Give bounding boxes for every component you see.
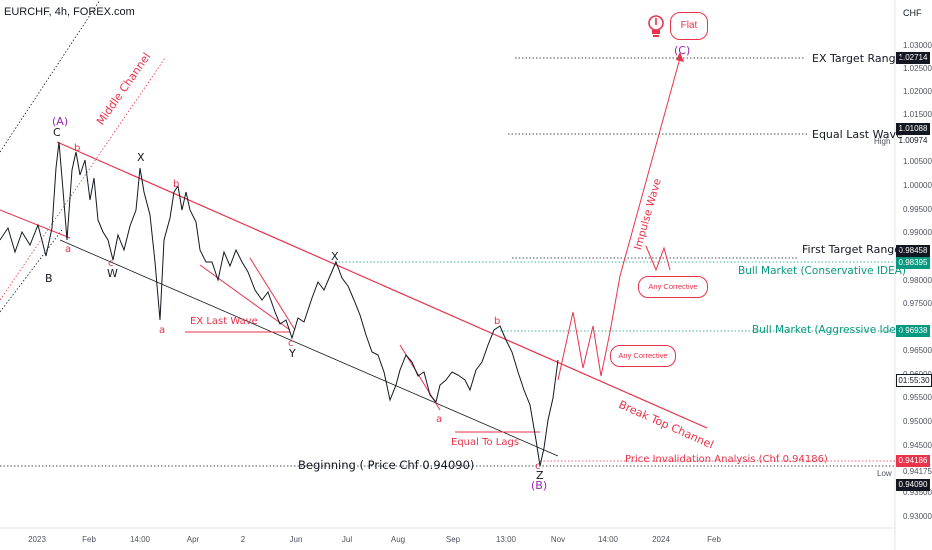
wave-label-A-paren[interactable]: (A) — [52, 115, 69, 128]
time-tick: 2024 — [652, 535, 670, 544]
wave-label-a[interactable]: a — [65, 244, 72, 255]
price-tick: 0.96500 — [903, 346, 932, 355]
time-tick: Jun — [289, 535, 303, 544]
wave-label-X[interactable]: X — [331, 250, 339, 263]
lightbulb-icon — [648, 15, 664, 37]
price-tick: 1.01500 — [903, 110, 932, 119]
ex-last-wave-line — [199, 264, 291, 331]
price-candles-path — [0, 141, 559, 467]
conservative-projection-path — [645, 245, 671, 272]
low-label: Low — [877, 469, 892, 478]
price-tick: 1.02000 — [903, 87, 932, 96]
first-target-price-tag: 0.98458 — [896, 245, 930, 257]
wave-label-B-paren[interactable]: (B) — [531, 479, 548, 492]
wave-label-X[interactable]: X — [137, 151, 145, 164]
price-tick: 0.99500 — [903, 205, 932, 214]
time-tick: Aug — [390, 535, 406, 544]
wave-label-C[interactable]: C — [53, 126, 61, 139]
time-tick: Sep — [445, 535, 461, 544]
time-tick: 14:00 — [597, 535, 619, 544]
time-tick: 13:00 — [495, 535, 517, 544]
price-tick: 0.93500 — [903, 488, 932, 497]
bull-market-conservative-label[interactable]: Bull Market (Conservative IDEA) — [738, 265, 907, 277]
time-tick: Nov — [550, 535, 566, 544]
any-corrective-box-upper[interactable]: Any Corrective — [638, 276, 708, 298]
beginning-label[interactable]: Beginning ( Price Chf 0.94090) — [298, 458, 475, 472]
conservative-price-tag: 0.98395 — [896, 257, 930, 269]
wave-label-b[interactable]: b — [173, 179, 180, 190]
price-tick: 1.00000 — [903, 181, 932, 190]
impulse-projection-path — [557, 57, 681, 381]
wave-label-Y[interactable]: Y — [289, 347, 296, 360]
first-target-range-label[interactable]: First Target Range — [802, 243, 902, 256]
symbol-title[interactable]: EURCHF, 4h, FOREX.com — [4, 6, 135, 18]
ex-target-price-tag: 1.02714 — [896, 52, 930, 64]
flat-box[interactable]: Flat — [670, 12, 708, 40]
price-tick: 0.98000 — [903, 276, 932, 285]
high-label: High — [874, 137, 891, 146]
price-tick: 0.94500 — [903, 441, 932, 450]
impulse-arrow-head — [676, 52, 684, 62]
price-tick: 0.99000 — [903, 228, 932, 237]
price-invalidation-label[interactable]: Price Invalidation Analysis (Chf 0.94186… — [625, 454, 828, 465]
wave-label-Z[interactable]: Z — [536, 469, 544, 482]
time-tick: Feb — [82, 535, 96, 544]
bull-market-aggressive-label[interactable]: Bull Market (Aggressive Idea) — [752, 324, 907, 336]
time-tick: 14:00 — [129, 535, 151, 544]
wave-label-a[interactable]: a — [436, 414, 443, 425]
bottom-channel-line — [59, 239, 559, 457]
time-tick: Apr — [186, 535, 200, 544]
wave-label-C-paren[interactable]: (C) — [674, 44, 691, 57]
wave-label-c[interactable]: c — [535, 461, 541, 472]
equal-wave-price-tag: 1.01088 — [896, 123, 930, 135]
price-tick: 1.03000 — [903, 41, 932, 50]
time-tick: Jul — [341, 535, 353, 544]
aggressive-price-tag: 0.96938 — [896, 325, 930, 337]
ex-last-wave-label[interactable]: EX Last Wave — [190, 316, 258, 327]
equal-last-wave-label[interactable]: Equal Last Wave — [812, 128, 903, 141]
countdown-tag: 01:55:30 — [896, 374, 932, 387]
currency-label[interactable]: CHF — [903, 8, 922, 18]
left-support-line — [0, 209, 71, 239]
equal-to-lags-label[interactable]: Equal To Lags — [451, 437, 520, 448]
ex-target-range-label[interactable]: EX Target Range — [812, 52, 903, 65]
wave-label-c[interactable]: c — [108, 258, 114, 269]
wave-y-line — [249, 257, 296, 331]
time-tick: 2 — [240, 535, 246, 544]
price-tick: 0.97500 — [903, 299, 932, 308]
invalidation-price-tag: 0.94186 — [896, 455, 930, 467]
any-corrective-box-lower[interactable]: Any Corrective — [610, 345, 676, 367]
wave-label-c[interactable]: c — [288, 338, 294, 349]
time-tick: 2023 — [28, 535, 46, 544]
wave-label-W[interactable]: W — [107, 267, 118, 280]
price-tick: 0.94175 — [903, 467, 932, 476]
price-tick: 0.93000 — [903, 512, 932, 521]
wave-label-B[interactable]: B — [45, 272, 53, 285]
outer-channel-upper — [0, 0, 101, 153]
wave-label-b[interactable]: b — [74, 143, 81, 154]
price-tick: 0.95000 — [903, 417, 932, 426]
wave-label-a[interactable]: a — [159, 325, 166, 336]
top-channel-line — [56, 141, 708, 429]
time-tick: Feb — [707, 535, 721, 544]
price-tick: 0.95500 — [903, 393, 932, 402]
price-tick: 1.00500 — [903, 157, 932, 166]
beginning-price-tag: 0.94090 — [896, 479, 930, 491]
high-price-tag: 1.00974 — [896, 135, 930, 147]
wave-label-b[interactable]: b — [494, 316, 501, 327]
price-tick: 1.02500 — [903, 64, 932, 73]
